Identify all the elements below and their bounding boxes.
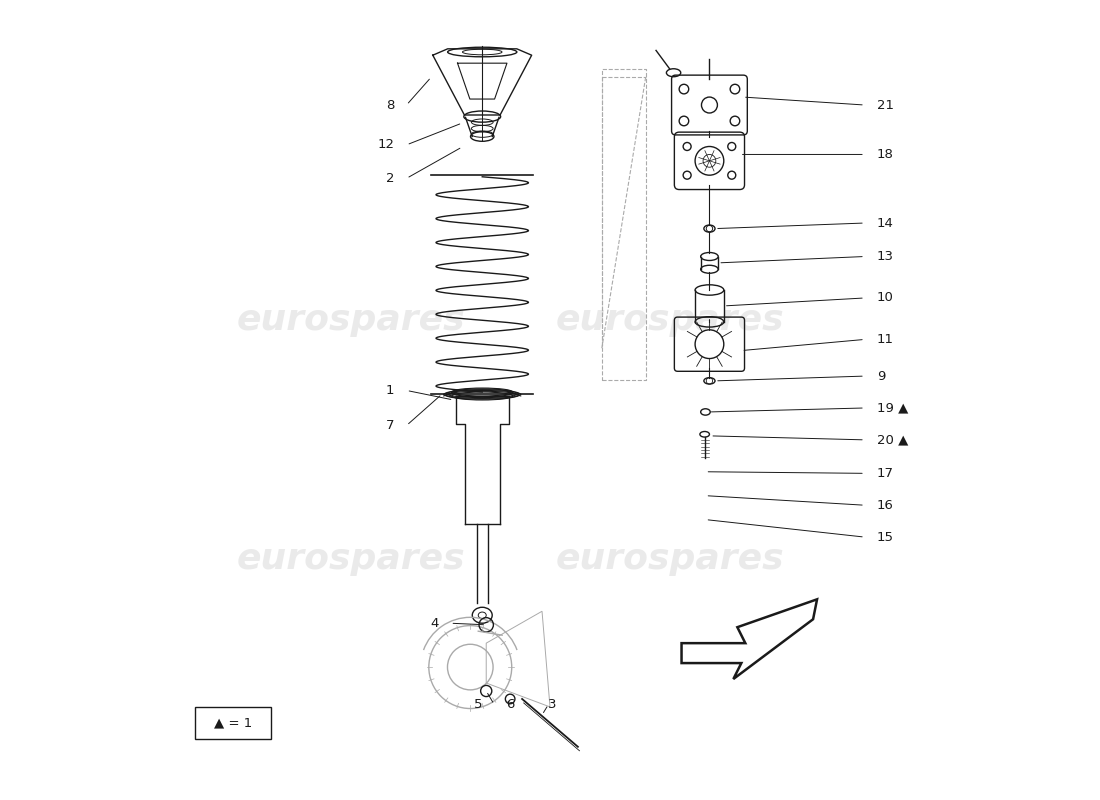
Text: eurospares: eurospares — [556, 303, 784, 338]
Text: eurospares: eurospares — [236, 303, 465, 338]
Text: 2: 2 — [386, 172, 395, 185]
Text: 10: 10 — [877, 291, 893, 305]
Text: 16: 16 — [877, 498, 893, 512]
Text: 18: 18 — [877, 148, 893, 161]
Text: 21: 21 — [877, 98, 894, 111]
Text: 9: 9 — [877, 370, 886, 382]
Text: 8: 8 — [386, 98, 395, 111]
Text: 11: 11 — [877, 333, 894, 346]
Text: 14: 14 — [877, 217, 893, 230]
Text: 17: 17 — [877, 467, 894, 480]
Text: 1: 1 — [386, 384, 395, 397]
Text: 20 ▲: 20 ▲ — [877, 434, 909, 446]
Text: 15: 15 — [877, 530, 894, 544]
Text: eurospares: eurospares — [236, 542, 465, 577]
Text: 3: 3 — [548, 698, 557, 711]
Text: 19 ▲: 19 ▲ — [877, 402, 909, 414]
Text: eurospares: eurospares — [556, 542, 784, 577]
Text: 5: 5 — [474, 698, 482, 711]
Text: 6: 6 — [506, 698, 514, 711]
Text: 4: 4 — [430, 617, 439, 630]
Bar — [195, 707, 271, 739]
Text: ▲ = 1: ▲ = 1 — [214, 716, 253, 730]
Text: 13: 13 — [877, 250, 894, 263]
Text: 12: 12 — [377, 138, 395, 151]
Text: 7: 7 — [386, 419, 395, 432]
